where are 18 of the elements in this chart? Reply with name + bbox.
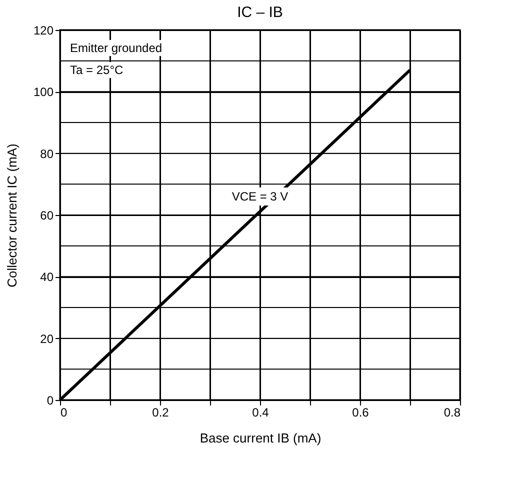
- y-tick-label: 60: [40, 208, 54, 222]
- y-tick-label: 80: [40, 146, 54, 161]
- y-axis-title: Collector current IC (mA): [4, 144, 20, 288]
- annotation: Ta = 25°C: [70, 63, 124, 77]
- annotation: Emitter grounded: [70, 41, 162, 55]
- x-tick-label: 0.2: [152, 406, 170, 420]
- y-tick-label: 100: [33, 85, 54, 100]
- y-tick-label: 0: [46, 394, 54, 408]
- annotation: VCE = 3 V: [232, 190, 288, 204]
- x-tick-label: 0: [60, 406, 68, 420]
- x-tick-label: 0.8: [444, 406, 461, 420]
- x-tick-label: 0.4: [252, 406, 270, 420]
- x-axis-title: Base current IB (mA): [200, 430, 322, 446]
- chart-title: IC – IB: [237, 4, 283, 21]
- y-tick-label: 20: [40, 332, 54, 346]
- y-tick-label: 120: [33, 24, 54, 38]
- y-tick-label: 40: [40, 270, 54, 284]
- x-tick-label: 0.6: [352, 406, 370, 420]
